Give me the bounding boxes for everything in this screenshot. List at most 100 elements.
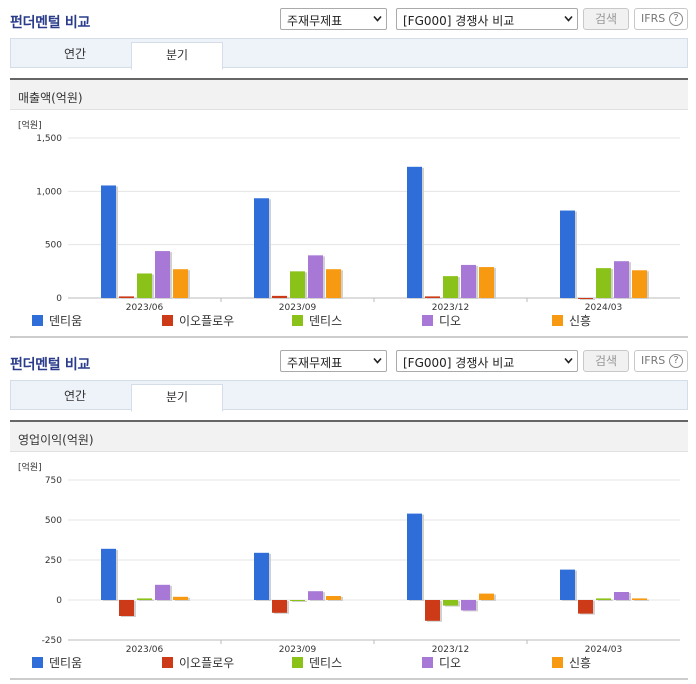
chevron-down-icon [564, 14, 573, 22]
legend-swatch [162, 657, 173, 668]
y-tick-label: 500 [45, 516, 62, 526]
search-button[interactable]: 검색 [583, 350, 629, 372]
x-tick-label: 2023/06 [126, 645, 164, 652]
period-tabs: 연간 분기 [10, 38, 688, 70]
legend-label: 이오플로우 [179, 314, 235, 328]
legend-swatch [32, 657, 43, 668]
bar[interactable] [632, 270, 647, 298]
bar-shadow [139, 599, 154, 601]
bar[interactable] [173, 269, 188, 298]
bar[interactable] [101, 185, 116, 298]
help-icon[interactable]: ? [669, 354, 683, 368]
bar[interactable] [614, 261, 629, 298]
statement-select[interactable]: 주재무제표 [280, 350, 387, 372]
legend-item[interactable]: 디오 [422, 654, 461, 671]
bar[interactable] [155, 584, 170, 600]
legend-swatch [422, 315, 433, 326]
legend-swatch [552, 315, 563, 326]
operating-profit-bar-chart: [억원] -250 0 250 500 750 2023/06 2023/09 2023/12 2… [18, 461, 680, 652]
chart-legend: 덴티움 이오플로우 덴티스 디오 신흥 [10, 312, 688, 330]
bar[interactable] [119, 296, 134, 298]
ifrs-button[interactable]: IFRS ? [634, 350, 688, 372]
legend-item[interactable]: 덴티스 [292, 654, 342, 671]
bar[interactable] [632, 598, 647, 600]
bar[interactable] [614, 592, 629, 600]
bar[interactable] [479, 267, 494, 298]
compare-select[interactable]: [FG000] 경쟁사 비교 [396, 8, 578, 30]
tab-annual[interactable]: 연간 [63, 47, 87, 61]
bar[interactable] [308, 591, 323, 600]
bar[interactable] [119, 600, 134, 616]
tab-annual[interactable]: 연간 [63, 389, 87, 403]
y-tick-label: 0 [56, 294, 62, 304]
bar[interactable] [461, 264, 476, 298]
y-unit-label: [억원] [18, 461, 42, 473]
bar-shadow [598, 599, 613, 601]
bar-shadow [292, 601, 307, 602]
bar[interactable] [425, 600, 440, 621]
legend-label: 덴티움 [49, 314, 83, 328]
help-icon[interactable]: ? [669, 12, 683, 26]
bar[interactable] [461, 600, 476, 611]
bar[interactable] [560, 210, 575, 298]
bar-shadow [580, 299, 595, 300]
fundamental-section-operating-profit: 펀더멘털 비교 주재무제표 [FG000] 경쟁사 비교 검색 IFRS ? 연… [0, 342, 696, 684]
bar[interactable] [272, 600, 287, 613]
bar[interactable] [173, 596, 188, 600]
bar[interactable] [443, 600, 458, 606]
bar[interactable] [596, 268, 611, 298]
chart-caption: 매출액(억원) [10, 80, 688, 110]
tab-quarterly[interactable]: 분기 [131, 384, 223, 412]
legend-item[interactable]: 덴티움 [32, 312, 82, 329]
search-button[interactable]: 검색 [583, 8, 629, 30]
chevron-down-icon [564, 356, 573, 364]
fundamental-section-sales: 펀더멘털 비교 주재무제표 [FG000] 경쟁사 비교 검색 IFRS ? 연… [10, 8, 688, 338]
bar[interactable] [272, 295, 287, 298]
bar[interactable] [254, 552, 269, 600]
bar[interactable] [155, 251, 170, 298]
bar[interactable] [407, 513, 422, 600]
bar[interactable] [101, 548, 116, 600]
bar[interactable] [308, 255, 323, 298]
legend-label: 이오플로우 [179, 656, 235, 670]
chevron-down-icon [373, 14, 382, 22]
legend-item[interactable]: 신흥 [552, 312, 591, 329]
bar[interactable] [326, 596, 341, 600]
tab-quarterly[interactable]: 분기 [131, 42, 223, 70]
ifrs-button[interactable]: IFRS ? [634, 8, 688, 30]
bar[interactable] [254, 198, 269, 298]
legend-item[interactable]: 덴티스 [292, 312, 342, 329]
legend-item[interactable]: 덴티움 [32, 654, 82, 671]
y-tick-label: 750 [45, 476, 62, 486]
legend-label: 덴티움 [49, 656, 83, 670]
bar[interactable] [479, 593, 494, 600]
bar[interactable] [290, 600, 305, 601]
legend-swatch [32, 315, 43, 326]
x-tick-label: 2023/12 [432, 645, 469, 652]
compare-select[interactable]: [FG000] 경쟁사 비교 [396, 350, 578, 372]
bar[interactable] [407, 166, 422, 298]
y-tick-label: 500 [45, 241, 62, 251]
bar[interactable] [290, 271, 305, 298]
bar[interactable] [137, 598, 152, 600]
y-tick-label: 250 [45, 556, 62, 566]
legend-item[interactable]: 신흥 [552, 654, 591, 671]
statement-select[interactable]: 주재무제표 [280, 8, 387, 30]
legend-item[interactable]: 이오플로우 [162, 312, 234, 329]
bar[interactable] [596, 598, 611, 600]
legend-item[interactable]: 이오플로우 [162, 654, 234, 671]
x-tick-label: 2023/12 [432, 303, 469, 310]
bar[interactable] [560, 569, 575, 600]
bar[interactable] [326, 269, 341, 298]
legend-swatch [162, 315, 173, 326]
legend-label: 디오 [439, 656, 462, 670]
bar[interactable] [137, 273, 152, 298]
bar[interactable] [443, 276, 458, 298]
bar-shadow [427, 297, 442, 299]
bar[interactable] [425, 296, 440, 298]
bar[interactable] [578, 600, 593, 614]
section-header: 펀더멘털 비교 주재무제표 [FG000] 경쟁사 비교 검색 IFRS ? [0, 342, 696, 380]
period-tabs: 연간 분기 [10, 380, 688, 412]
legend-item[interactable]: 디오 [422, 312, 461, 329]
bar[interactable] [578, 298, 593, 299]
